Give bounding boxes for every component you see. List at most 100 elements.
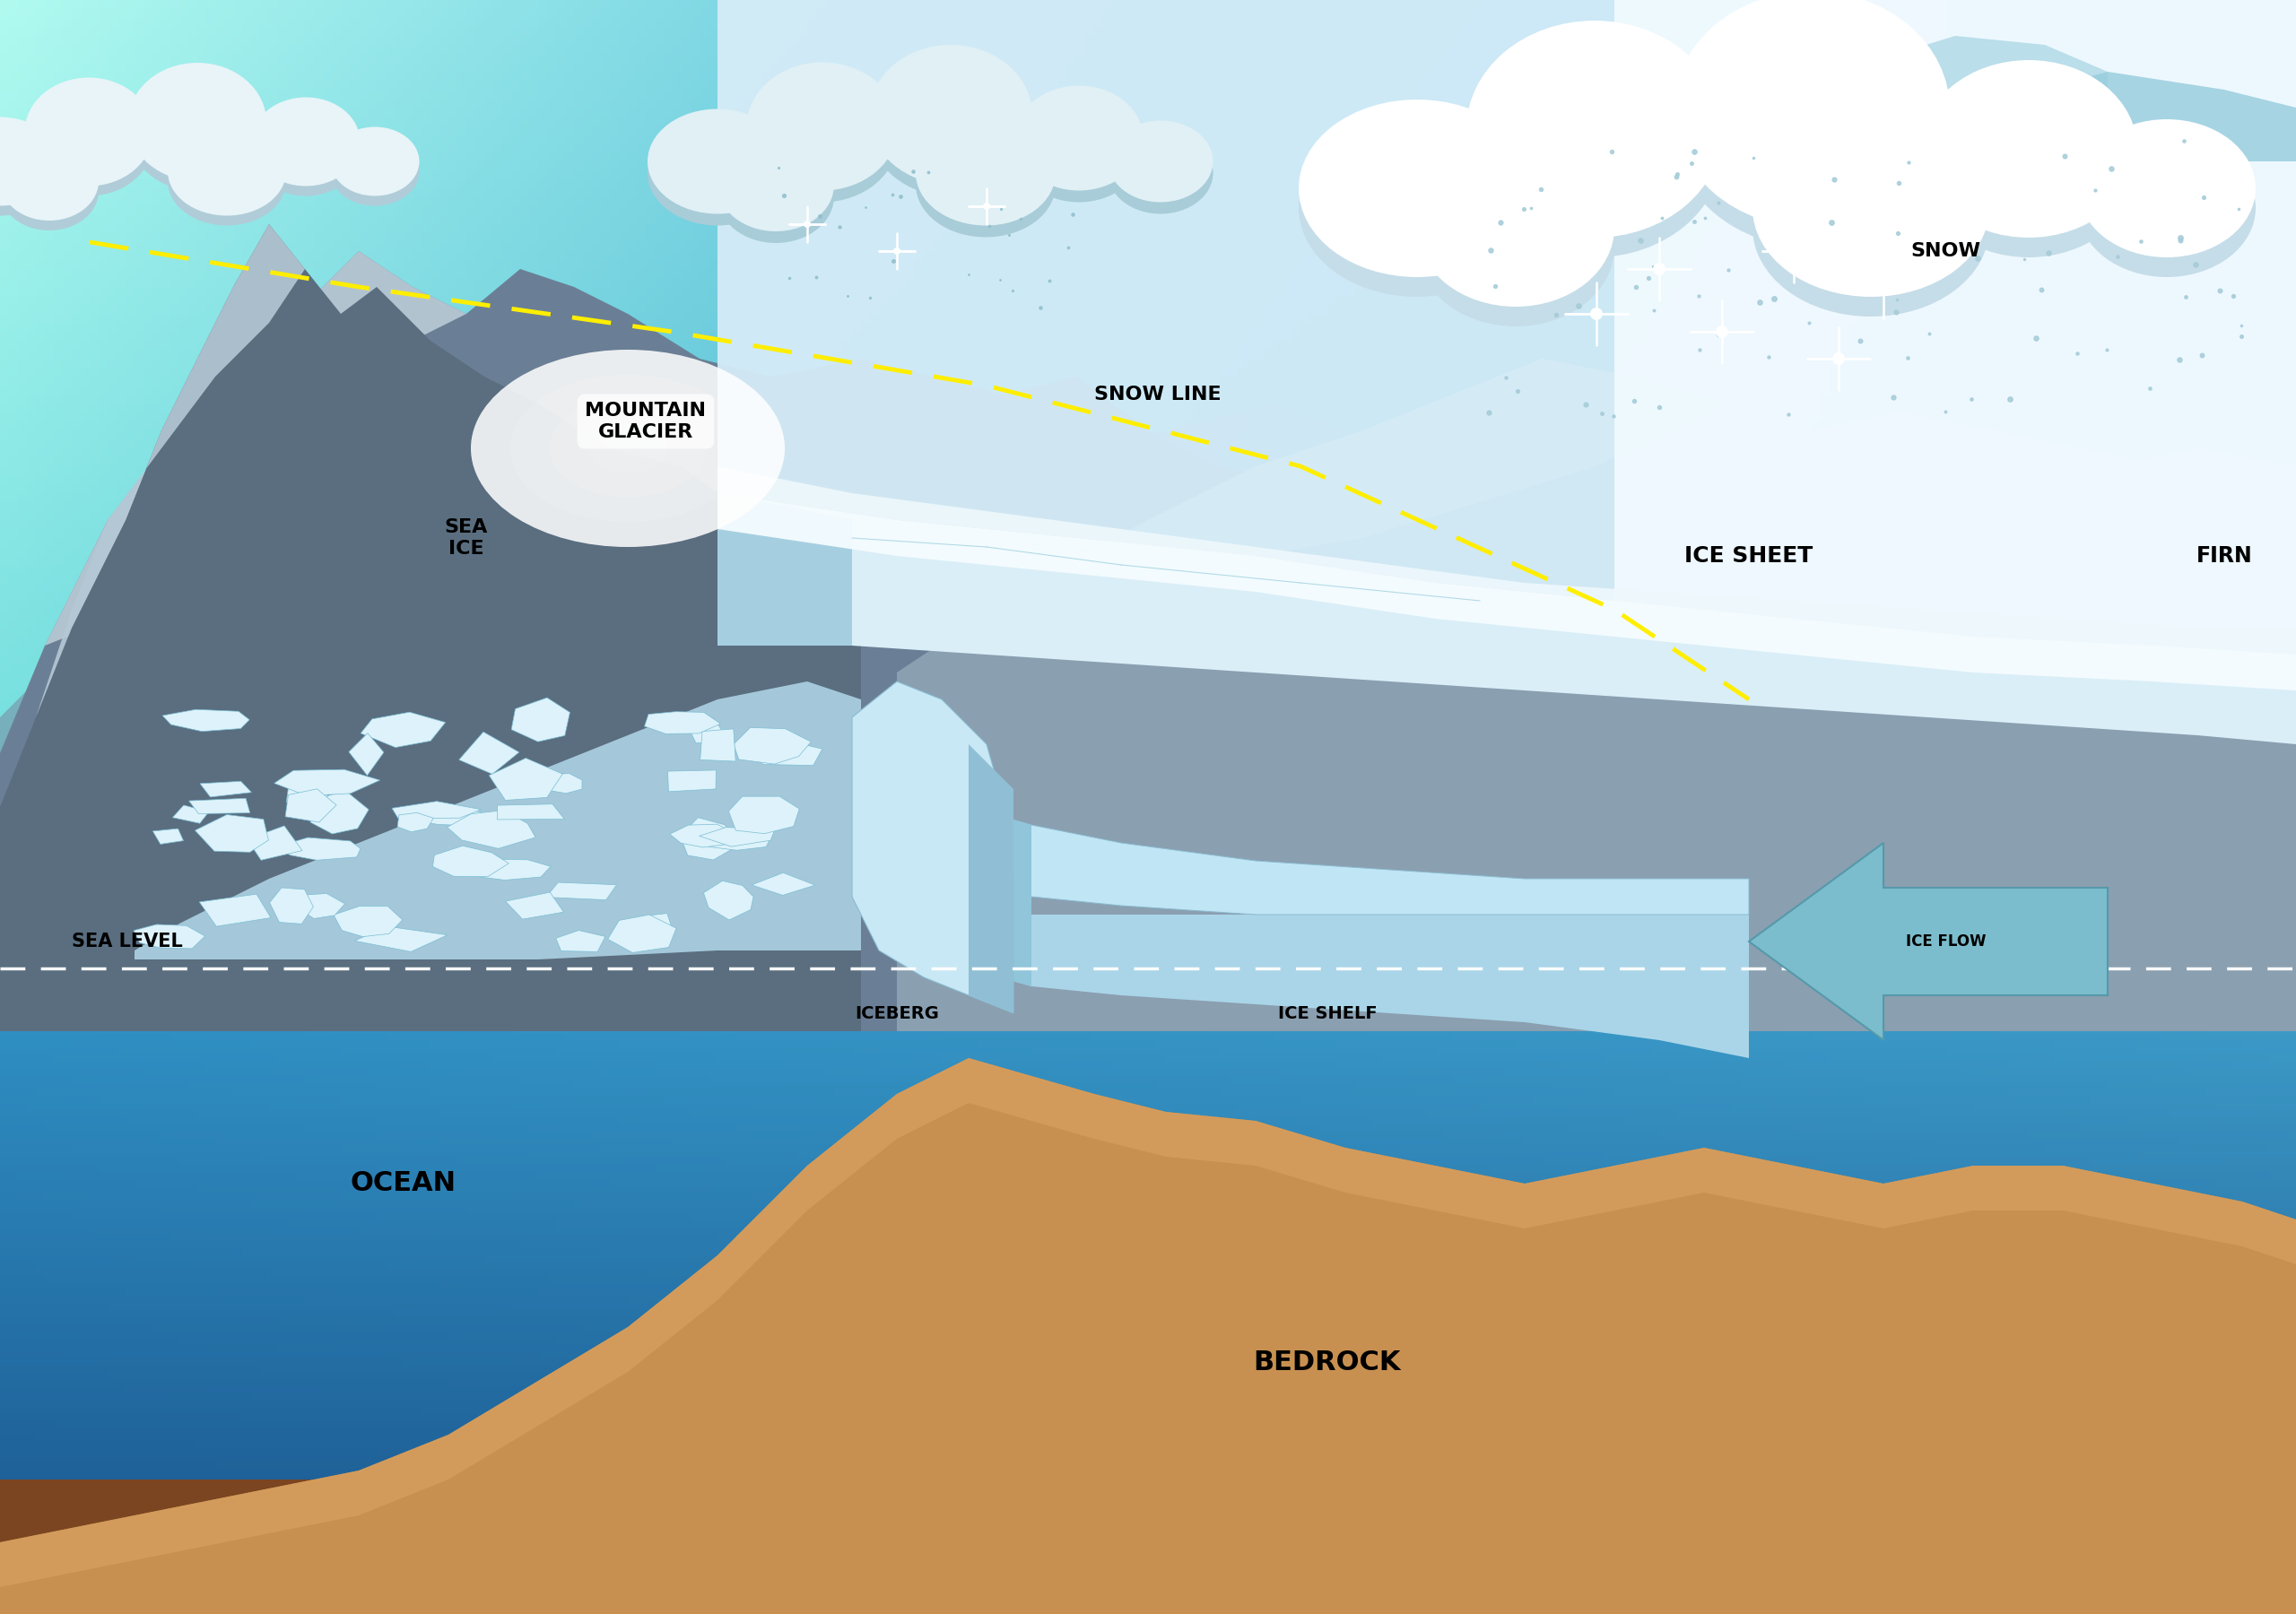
Polygon shape <box>1750 843 2108 1039</box>
Polygon shape <box>464 859 551 880</box>
Ellipse shape <box>1591 308 1603 320</box>
Polygon shape <box>546 883 618 901</box>
Polygon shape <box>459 731 519 775</box>
Text: SNOW LINE: SNOW LINE <box>1095 386 1221 404</box>
Ellipse shape <box>916 121 1056 226</box>
Polygon shape <box>969 807 1031 986</box>
Ellipse shape <box>1109 132 1212 213</box>
Ellipse shape <box>716 150 833 244</box>
Polygon shape <box>354 926 448 952</box>
Ellipse shape <box>1752 190 1763 203</box>
Text: MOUNTAIN
GLACIER: MOUNTAIN GLACIER <box>585 402 707 441</box>
Polygon shape <box>728 796 799 833</box>
Polygon shape <box>432 846 510 876</box>
Ellipse shape <box>588 423 668 473</box>
Polygon shape <box>163 710 250 731</box>
Ellipse shape <box>870 56 1033 197</box>
Polygon shape <box>716 494 852 646</box>
Polygon shape <box>1031 358 1722 583</box>
Ellipse shape <box>331 137 420 205</box>
Text: SEA
ICE: SEA ICE <box>445 518 489 557</box>
Polygon shape <box>172 805 209 823</box>
Ellipse shape <box>893 247 900 255</box>
Polygon shape <box>645 712 721 734</box>
Polygon shape <box>489 759 563 801</box>
Polygon shape <box>397 813 434 831</box>
Ellipse shape <box>870 45 1033 184</box>
Ellipse shape <box>1715 326 1729 337</box>
Polygon shape <box>188 799 250 813</box>
Polygon shape <box>1614 0 2296 655</box>
Polygon shape <box>969 807 1750 915</box>
Polygon shape <box>1839 36 2108 126</box>
Polygon shape <box>285 789 338 822</box>
Polygon shape <box>46 252 466 646</box>
Ellipse shape <box>0 118 60 205</box>
Polygon shape <box>333 905 402 936</box>
Polygon shape <box>744 739 822 765</box>
Polygon shape <box>248 826 303 860</box>
Text: OCEAN: OCEAN <box>351 1170 457 1196</box>
Text: ICEBERG: ICEBERG <box>854 1004 939 1022</box>
Ellipse shape <box>168 128 287 216</box>
Ellipse shape <box>1300 119 1536 297</box>
Ellipse shape <box>1467 21 1722 237</box>
Ellipse shape <box>1109 121 1212 202</box>
Text: ICE SHEET: ICE SHEET <box>1685 546 1814 567</box>
Ellipse shape <box>1832 352 1846 365</box>
Polygon shape <box>622 923 670 939</box>
Polygon shape <box>0 252 2296 1031</box>
Polygon shape <box>280 838 360 860</box>
Ellipse shape <box>2078 139 2255 278</box>
Ellipse shape <box>25 87 154 195</box>
Ellipse shape <box>1789 245 1800 257</box>
Ellipse shape <box>1878 281 1890 294</box>
Polygon shape <box>411 809 482 826</box>
Ellipse shape <box>1300 100 1536 278</box>
Polygon shape <box>751 873 815 896</box>
Polygon shape <box>0 1480 2296 1614</box>
Polygon shape <box>273 770 379 796</box>
Text: BEDROCK: BEDROCK <box>1254 1349 1401 1375</box>
Polygon shape <box>0 1059 2296 1587</box>
Polygon shape <box>645 914 673 944</box>
Text: SEA LEVEL: SEA LEVEL <box>71 933 184 951</box>
Polygon shape <box>154 828 184 844</box>
Ellipse shape <box>2078 119 2255 257</box>
Ellipse shape <box>25 77 154 186</box>
Polygon shape <box>703 881 753 920</box>
Polygon shape <box>703 826 771 851</box>
Ellipse shape <box>129 63 266 181</box>
Ellipse shape <box>129 73 266 190</box>
Polygon shape <box>135 681 861 959</box>
Ellipse shape <box>983 203 990 210</box>
Ellipse shape <box>168 137 287 226</box>
Ellipse shape <box>1653 263 1665 276</box>
Ellipse shape <box>1752 139 1988 316</box>
Ellipse shape <box>746 74 898 202</box>
Text: ICE SHELF: ICE SHELF <box>1279 1004 1378 1022</box>
Ellipse shape <box>0 142 99 221</box>
Polygon shape <box>898 358 2296 1031</box>
Ellipse shape <box>647 121 788 226</box>
Text: FIRN: FIRN <box>2195 546 2252 567</box>
Polygon shape <box>716 0 2296 655</box>
Ellipse shape <box>0 152 99 231</box>
Polygon shape <box>200 781 253 797</box>
Polygon shape <box>298 894 344 918</box>
Polygon shape <box>360 712 445 747</box>
Polygon shape <box>349 733 383 775</box>
Polygon shape <box>1972 71 2296 161</box>
Ellipse shape <box>647 110 788 213</box>
Ellipse shape <box>471 350 785 547</box>
Polygon shape <box>133 925 204 949</box>
Ellipse shape <box>804 221 810 228</box>
Ellipse shape <box>331 128 420 195</box>
Polygon shape <box>556 930 606 952</box>
Ellipse shape <box>1417 148 1614 307</box>
Polygon shape <box>0 394 2296 1031</box>
Ellipse shape <box>510 374 746 523</box>
Ellipse shape <box>916 132 1056 237</box>
Ellipse shape <box>746 63 898 190</box>
Ellipse shape <box>1417 168 1614 326</box>
